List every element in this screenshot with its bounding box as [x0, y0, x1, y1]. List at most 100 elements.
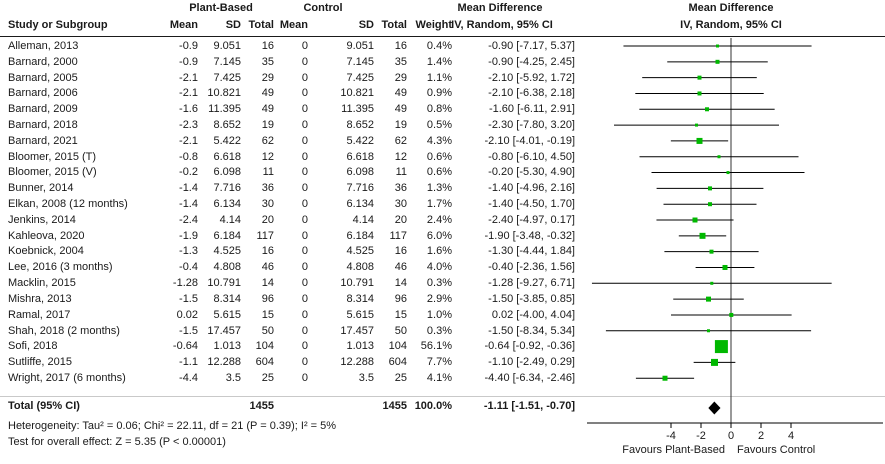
- pb-sd-cell: 10.791: [207, 277, 241, 290]
- column-header-pb-mean: Mean: [169, 19, 198, 31]
- study-name: Barnard, 2009: [8, 103, 78, 116]
- ci-text-cell: -1.50 [-8.34, 5.34]: [488, 324, 575, 337]
- ci-text-cell: -2.10 [-5.92, 1.72]: [488, 71, 575, 84]
- pb-mean-cell: -1.3: [179, 245, 198, 258]
- table-row: Elkan, 2008 (12 months) -1.4 6.134 30 0 6.134…: [0, 196, 885, 212]
- ci-text-cell: -1.40 [-4.50, 1.70]: [488, 198, 575, 211]
- pb-mean-cell: -2.1: [179, 134, 198, 147]
- weight-cell: 1.3%: [426, 182, 452, 195]
- pb-sd-cell: 3.5: [225, 371, 241, 384]
- pb-sd-cell: 10.821: [207, 87, 241, 100]
- c-sd-cell: 7.425: [346, 71, 374, 84]
- c-sd-cell: 3.5: [358, 371, 374, 384]
- pb-mean-cell: -2.1: [179, 71, 198, 84]
- pb-total-cell: 14: [261, 277, 274, 290]
- c-mean-cell: 0: [301, 118, 308, 131]
- c-total-cell: 30: [394, 198, 407, 211]
- study-name: Bunner, 2014: [8, 182, 74, 195]
- ci-text-cell: -0.20 [-5.30, 4.90]: [488, 166, 575, 179]
- column-header-ci-plot: IV, Random, 95% CI: [680, 19, 782, 31]
- study-name: Jenkins, 2014: [8, 213, 76, 226]
- pb-mean-cell: -1.28: [172, 277, 198, 290]
- c-total-cell: 50: [394, 324, 407, 337]
- pb-total-cell: 11: [262, 166, 274, 179]
- c-mean-cell: 0: [301, 229, 308, 242]
- weight-cell: 1.6%: [426, 245, 452, 258]
- pb-sd-cell: 6.618: [213, 150, 241, 163]
- pb-sd-cell: 6.134: [213, 198, 241, 211]
- effect-marker: [715, 59, 720, 64]
- c-sd-cell: 7.145: [346, 55, 374, 68]
- table-row: Ramal, 2017 0.02 5.615 15 0 5.615 15 1.0% 0.02 […: [0, 307, 885, 323]
- group-header-control: Control: [303, 2, 343, 14]
- pb-total-cell: 117: [256, 229, 274, 242]
- ci-text-cell: -0.80 [-6.10, 4.50]: [488, 150, 575, 163]
- weight-cell: 0.8%: [426, 103, 452, 116]
- c-mean-cell: 0: [301, 261, 308, 274]
- pb-sd-cell: 11.395: [208, 103, 241, 116]
- pb-sd-cell: 7.145: [213, 55, 241, 68]
- pb-mean-cell: -1.6: [179, 103, 198, 116]
- table-row: Sofi, 2018 -0.64 1.013 104 0 1.013 104 56.1% -0.…: [0, 338, 885, 354]
- summary-diamond: [708, 401, 721, 415]
- effect-marker: [717, 155, 721, 159]
- study-name: Elkan, 2008 (12 months): [8, 198, 128, 211]
- table-row: Koebnick, 2004 -1.3 4.525 16 0 4.525 16 1.6% -1.…: [0, 244, 885, 260]
- c-mean-cell: 0: [301, 39, 308, 52]
- table-row: Shah, 2018 (2 months) -1.5 17.457 50 0 17.457…: [0, 323, 885, 339]
- study-name: Barnard, 2000: [8, 55, 78, 68]
- c-sd-cell: 10.821: [340, 87, 374, 100]
- study-name: Barnard, 2021: [8, 134, 78, 147]
- heterogeneity-text: Heterogeneity: Tau² = 0.06; Chi² = 22.11…: [8, 420, 337, 432]
- effect-marker: [695, 123, 698, 127]
- pb-sd-cell: 6.184: [213, 229, 241, 242]
- table-row: Bloomer, 2015 (T) -0.8 6.618 12 0 6.618 12 0.6%…: [0, 149, 885, 165]
- column-header-c-sd: SD: [358, 19, 374, 31]
- pb-total-cell: 29: [261, 71, 274, 84]
- effect-marker: [705, 107, 709, 112]
- effect-marker: [692, 217, 698, 223]
- c-mean-cell: 0: [301, 324, 308, 337]
- study-name: Sofi, 2018: [8, 340, 58, 353]
- pb-total-cell: 36: [261, 182, 274, 195]
- total-pb-n: 1455: [249, 400, 274, 412]
- pb-mean-cell: -1.4: [179, 198, 198, 211]
- ci-text-cell: -0.64 [-0.92, -0.36]: [484, 340, 576, 353]
- pb-total-cell: 604: [255, 356, 274, 369]
- weight-cell: 2.9%: [426, 292, 452, 305]
- c-sd-cell: 4.808: [346, 261, 374, 274]
- c-sd-cell: 12.288: [340, 356, 374, 369]
- pb-mean-cell: -1.1: [179, 356, 198, 369]
- group-header-mean-difference-plot: Mean Difference: [688, 2, 774, 14]
- study-name: Ramal, 2017: [8, 308, 71, 321]
- effect-marker: [710, 281, 714, 285]
- axis-tick-label: 4: [788, 430, 794, 442]
- c-sd-cell: 8.652: [346, 118, 374, 131]
- c-total-cell: 49: [394, 87, 407, 100]
- c-mean-cell: 0: [301, 198, 308, 211]
- axis-tick-label: -4: [666, 430, 676, 442]
- c-total-cell: 62: [394, 134, 407, 147]
- effect-marker: [726, 171, 730, 175]
- table-row: Barnard, 2009 -1.6 11.395 49 0 11.395 49 0.8% -1…: [0, 101, 885, 117]
- weight-cell: 0.3%: [426, 324, 452, 337]
- effect-marker: [708, 186, 712, 191]
- pb-total-cell: 46: [261, 261, 274, 274]
- c-sd-cell: 1.013: [346, 340, 374, 353]
- pb-sd-cell: 8.652: [213, 118, 241, 131]
- c-sd-cell: 4.14: [352, 213, 374, 226]
- weight-cell: 0.6%: [426, 150, 452, 163]
- pb-mean-cell: -2.4: [179, 213, 198, 226]
- pb-mean-cell: 0.02: [176, 308, 198, 321]
- pb-total-cell: 20: [261, 213, 274, 226]
- pb-total-cell: 50: [261, 324, 274, 337]
- table-row: Macklin, 2015 -1.28 10.791 14 0 10.791 14 0.3% -…: [0, 275, 885, 291]
- weight-cell: 4.0%: [426, 261, 452, 274]
- pb-total-cell: 49: [261, 103, 274, 116]
- c-mean-cell: 0: [301, 340, 308, 353]
- study-name: Barnard, 2018: [8, 118, 78, 131]
- axis-tick-label: -2: [696, 430, 706, 442]
- pb-sd-cell: 5.615: [213, 308, 241, 321]
- pb-sd-cell: 9.051: [213, 39, 241, 52]
- c-sd-cell: 5.422: [346, 134, 374, 147]
